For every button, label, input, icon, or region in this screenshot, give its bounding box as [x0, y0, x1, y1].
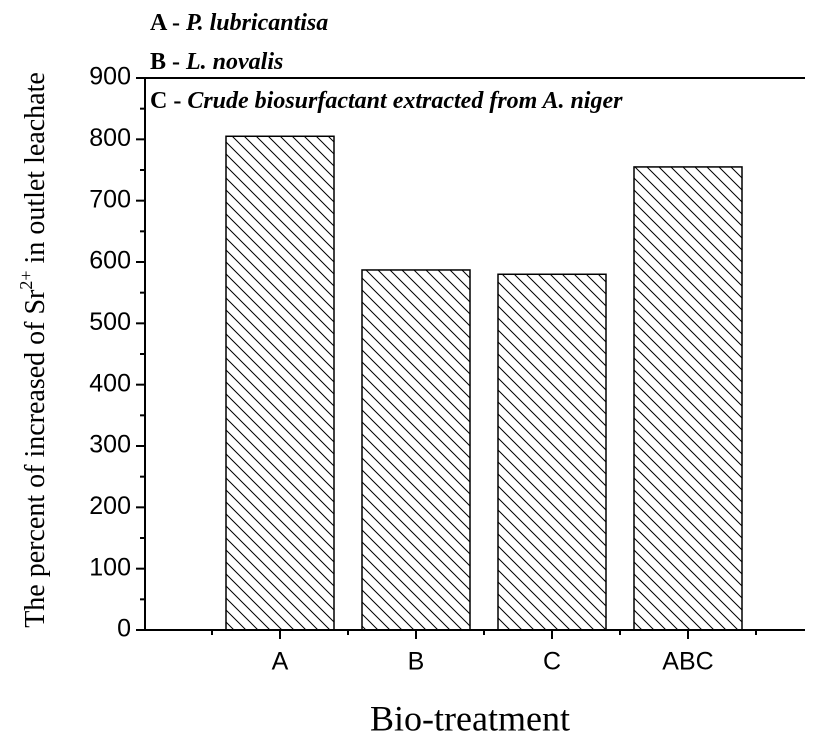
y-tick-label: 200	[89, 492, 131, 520]
y-tick-label: 0	[117, 615, 131, 643]
y-tick-label: 400	[89, 369, 131, 397]
legend-name: P. lubricantisa	[185, 10, 328, 36]
x-tick-label: A	[272, 648, 289, 676]
x-tick-label: C	[543, 648, 561, 676]
bar	[361, 269, 471, 631]
x-tick-label: ABC	[662, 648, 713, 676]
y-tick-label: 300	[89, 431, 131, 459]
y-tick-label: 600	[89, 247, 131, 275]
y-axis-title-superscript: 2+	[16, 270, 36, 289]
legend-note: C - Crude biosurfactant extracted from A…	[150, 88, 623, 114]
legend-key: B -	[150, 49, 186, 75]
x-tick-label: B	[408, 648, 425, 676]
y-tick-label: 100	[89, 553, 131, 581]
legend-name: L. novalis	[185, 49, 283, 75]
y-tick-label: 800	[89, 124, 131, 152]
y-axis-title: The percent of increased of Sr2+ in outl…	[16, 72, 51, 628]
y-tick-label: 700	[89, 185, 131, 213]
y-tick-label: 500	[89, 308, 131, 336]
legend-name: Crude biosurfactant extracted from A. ni…	[187, 88, 623, 114]
legend-note: B - L. novalis	[150, 49, 283, 75]
legend-key: C -	[150, 88, 187, 114]
bar	[497, 273, 607, 631]
x-axis-title: Bio-treatment	[370, 698, 570, 738]
legend-key: A -	[150, 10, 186, 36]
y-axis-title-text: The percent of increased of Sr	[20, 289, 51, 628]
bar	[225, 135, 335, 631]
y-tick-label: 900	[89, 63, 131, 91]
y-axis-title-rest: in outlet leachate	[20, 72, 51, 270]
legend-note: A - P. lubricantisa	[150, 10, 328, 36]
bar	[633, 166, 743, 631]
